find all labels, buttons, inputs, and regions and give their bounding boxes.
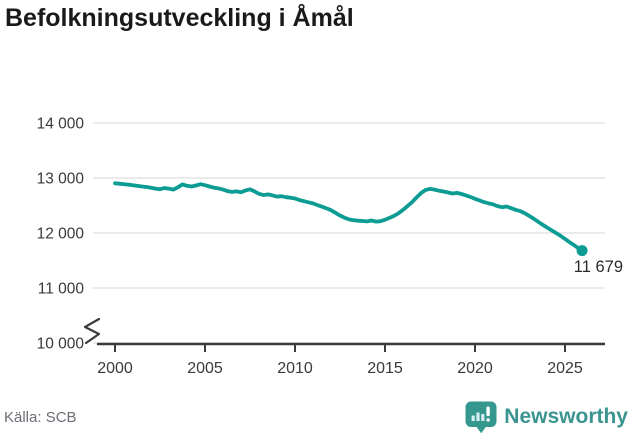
y-tick-label: 12 000 (37, 226, 85, 243)
newsworthy-logo[interactable]: Newsworthy (465, 401, 628, 434)
newsworthy-speech-bubble-chart-icon (465, 401, 497, 433)
x-tick-label: 2020 (457, 360, 493, 377)
end-value-label: 11 679 (574, 258, 623, 276)
axis-break-icon (83, 317, 101, 345)
y-tick-label: 11 000 (38, 281, 85, 298)
y-tick-label: 14 000 (37, 116, 85, 133)
x-tick-label: 2025 (547, 360, 583, 377)
x-tick-label: 2015 (367, 360, 403, 377)
source-label: Källa: SCB (4, 408, 77, 426)
y-tick-label: 13 000 (37, 171, 85, 188)
y-tick-label: 10 000 (37, 336, 85, 353)
x-tick-label: 2000 (97, 360, 133, 377)
newsworthy-wordmark: Newsworthy (504, 405, 628, 428)
population-line (113, 181, 584, 253)
chart-title: Befolkningsutveckling i Åmål (5, 4, 354, 32)
x-tick-label: 2010 (277, 360, 313, 377)
chart-footer: Källa: SCB Newsworthy (0, 395, 631, 439)
x-tick-label: 2005 (187, 360, 223, 377)
end-point-dot (576, 245, 588, 257)
